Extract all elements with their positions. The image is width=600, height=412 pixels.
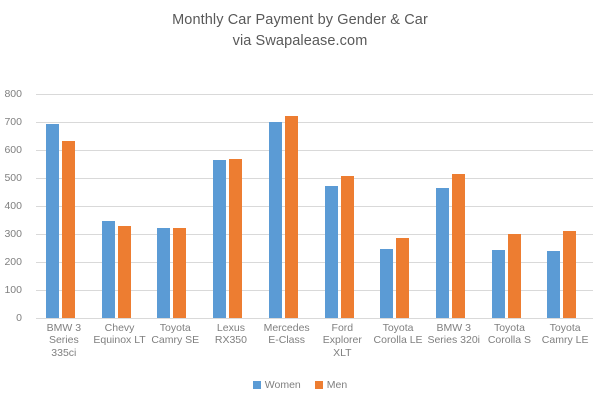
x-axis-label-line: Toyota	[159, 322, 191, 334]
bar-group	[482, 94, 538, 318]
bar-group	[259, 94, 315, 318]
bar-men[interactable]	[62, 141, 75, 318]
y-axis-tick-label: 300	[4, 228, 22, 240]
bar-men[interactable]	[117, 225, 131, 318]
bar-group	[92, 94, 148, 318]
x-axis-label-line: Camry SE	[151, 334, 200, 347]
gridline	[36, 262, 593, 263]
x-axis-label-line: Toyota	[493, 322, 525, 334]
x-axis-label-line: 335ci	[51, 346, 77, 359]
x-axis-category-label: Lexus RX350	[203, 322, 259, 347]
bar-men[interactable]	[173, 228, 187, 318]
legend-swatch-icon	[252, 381, 261, 389]
x-axis-category-label: Toyota Corolla S	[482, 322, 538, 347]
x-axis-label-line: Series 320i	[427, 334, 480, 347]
x-axis-label-line: Corolla LE	[373, 334, 423, 347]
y-axis-tick-label: 800	[4, 88, 22, 100]
bar-group	[426, 94, 482, 318]
bar-men[interactable]	[229, 159, 243, 318]
x-axis-category-label: Toyota Camry SE	[147, 322, 203, 347]
x-axis-label-line: Series	[48, 334, 79, 347]
bar-women[interactable]	[324, 186, 338, 318]
y-axis-tick-label: 600	[4, 144, 22, 156]
bar-men[interactable]	[563, 231, 577, 318]
y-axis-tick-label: 200	[4, 256, 22, 268]
x-axis-category-label: Ford Explorer XLT	[315, 322, 371, 359]
plot-area	[36, 94, 593, 319]
gridline	[36, 318, 593, 319]
gridline	[36, 150, 593, 151]
legend-item-men[interactable]: Men	[314, 379, 348, 391]
x-axis-category-label: Toyota Corolla LE	[370, 322, 426, 347]
bar-women[interactable]	[491, 250, 505, 318]
x-axis-label-line: Explorer	[322, 334, 362, 347]
x-axis-label-line: Ford	[331, 322, 354, 334]
x-axis-label-line: Equinox LT	[93, 334, 146, 347]
chart-subtitle: via Swapalease.com	[232, 33, 368, 49]
x-axis-label-line: E-Class	[268, 334, 306, 347]
x-axis-category-label: Toyota Camry LE	[537, 322, 593, 347]
x-axis-label-line: Corolla S	[487, 334, 532, 347]
gridline	[36, 290, 593, 291]
bar-group	[370, 94, 426, 318]
bars-layer	[36, 94, 593, 318]
chart-title-line1: Monthly Car Payment by Gender & Car	[172, 12, 428, 28]
x-axis-label-line: Mercedes	[263, 322, 310, 334]
bar-group	[315, 94, 371, 318]
y-axis-tick-label: 100	[4, 284, 22, 296]
x-axis-label-line: RX350	[214, 334, 247, 347]
bar-women[interactable]	[435, 187, 449, 318]
y-axis-tick-label: 700	[4, 116, 22, 128]
bar-men[interactable]	[340, 175, 354, 318]
gridline	[36, 234, 593, 235]
x-axis-label-line: BMW 3	[46, 322, 82, 334]
gridline	[36, 94, 593, 95]
bar-women[interactable]	[213, 159, 227, 318]
gridline	[36, 178, 593, 179]
bar-group	[36, 94, 92, 318]
bar-women[interactable]	[101, 221, 115, 318]
x-axis-label-line: BMW 3	[436, 322, 471, 334]
gridline	[36, 206, 593, 207]
bar-group	[203, 94, 259, 318]
bar-women[interactable]	[547, 250, 561, 318]
gridline	[36, 122, 593, 123]
legend-swatch-icon	[314, 381, 323, 389]
x-axis-label-line: Chevy	[104, 322, 135, 334]
x-axis-labels: BMW 3 Series 335ci Chevy Equinox LT Toyota Cam…	[36, 322, 593, 374]
bar-women[interactable]	[268, 122, 282, 318]
bar-women[interactable]	[157, 227, 171, 318]
x-axis-category-label: BMW 3 Series 320i	[426, 322, 482, 347]
x-axis-category-label: BMW 3 Series 335ci	[36, 322, 92, 359]
bar-men[interactable]	[396, 237, 410, 318]
bar-women[interactable]	[380, 248, 394, 318]
x-axis-label-line: Toyota	[549, 322, 581, 334]
x-axis-category-label: Mercedes E-Class	[259, 322, 315, 347]
chart-title: Monthly Car Payment by Gender & Car via …	[0, 10, 600, 52]
y-axis-tick-label: 400	[4, 200, 22, 212]
bar-men[interactable]	[507, 234, 521, 318]
x-axis-label-line: Toyota	[382, 322, 414, 334]
bar-group	[147, 94, 203, 318]
x-axis-label-line: XLT	[333, 346, 352, 359]
y-axis-tick-label: 0	[16, 312, 22, 324]
legend-label: Men	[326, 379, 348, 391]
chart-legend: Women Men	[0, 379, 600, 391]
bar-men[interactable]	[284, 116, 298, 318]
bar-group	[537, 94, 593, 318]
bar-men[interactable]	[451, 173, 465, 318]
x-axis-category-label: Chevy Equinox LT	[92, 322, 148, 347]
y-axis-tick-label: 500	[4, 172, 22, 184]
legend-item-women[interactable]: Women	[252, 379, 301, 391]
legend-label: Women	[264, 379, 301, 391]
bar-women[interactable]	[46, 123, 59, 318]
x-axis-label-line: Lexus	[216, 322, 245, 334]
x-axis-label-line: Camry LE	[541, 334, 589, 347]
